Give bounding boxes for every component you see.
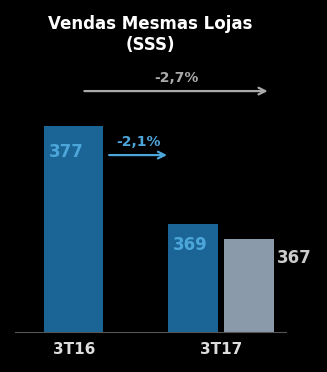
Text: -2,1%: -2,1% bbox=[116, 135, 160, 149]
Text: 367: 367 bbox=[277, 248, 311, 267]
Bar bbox=[224, 239, 274, 332]
Text: 369: 369 bbox=[173, 236, 208, 254]
Title: Vendas Mesmas Lojas
(SSS): Vendas Mesmas Lojas (SSS) bbox=[48, 15, 253, 54]
Bar bbox=[168, 224, 218, 332]
Bar bbox=[44, 125, 103, 332]
Text: 377: 377 bbox=[49, 143, 84, 161]
Text: -2,7%: -2,7% bbox=[154, 71, 198, 85]
